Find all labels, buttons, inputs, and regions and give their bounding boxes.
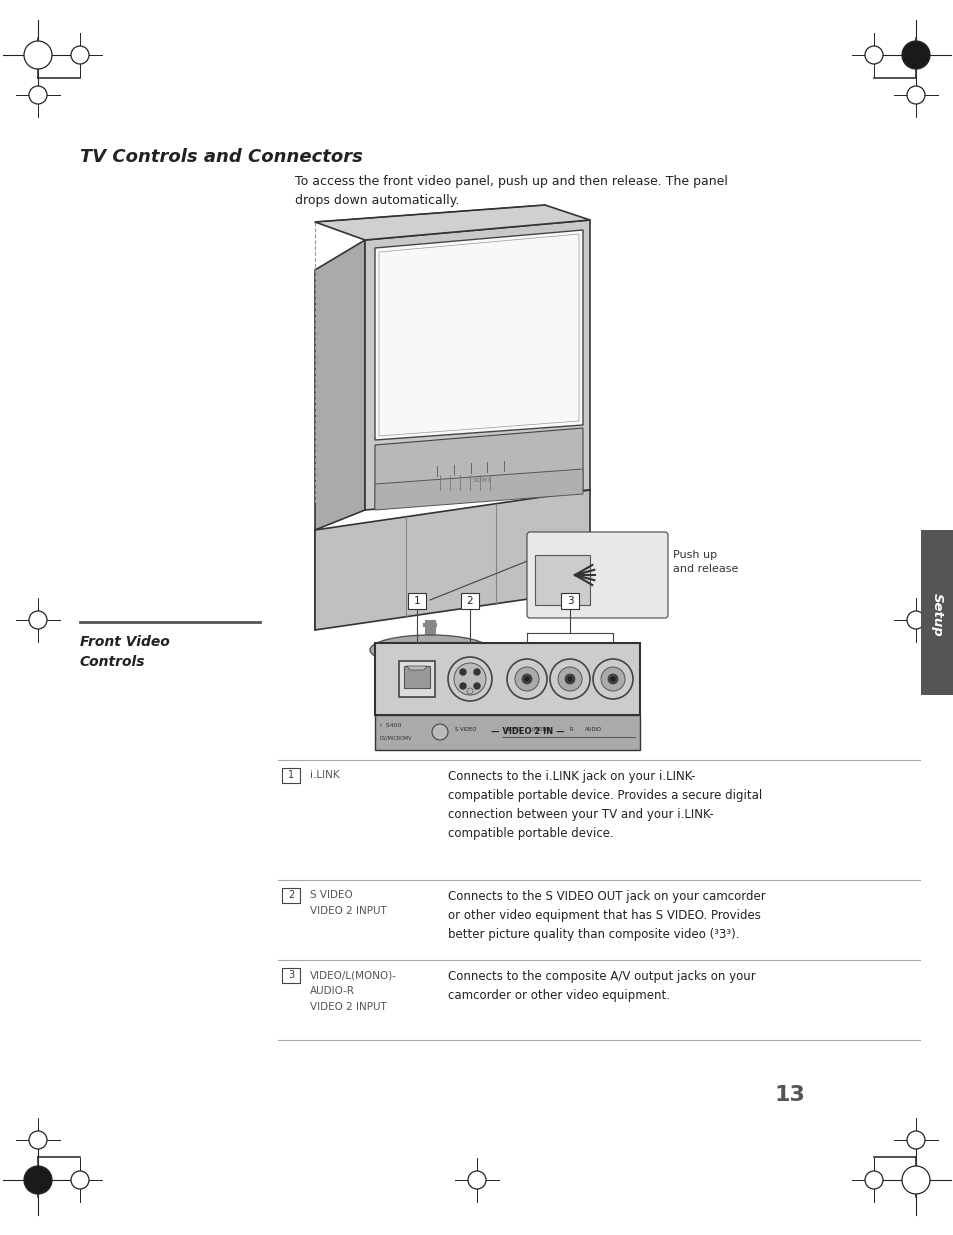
Polygon shape xyxy=(314,490,589,630)
Circle shape xyxy=(864,46,882,64)
Polygon shape xyxy=(378,233,578,436)
Text: 1: 1 xyxy=(288,771,294,781)
Bar xyxy=(282,888,299,903)
Circle shape xyxy=(600,667,624,692)
Text: TV Controls and Connectors: TV Controls and Connectors xyxy=(80,148,362,165)
Circle shape xyxy=(864,1171,882,1189)
Text: Connects to the i.LINK jack on your i.LINK-
compatible portable device. Provides: Connects to the i.LINK jack on your i.LI… xyxy=(448,769,761,840)
Circle shape xyxy=(550,659,589,699)
Circle shape xyxy=(901,41,929,69)
Text: Connects to the S VIDEO OUT jack on your camcorder
or other video equipment that: Connects to the S VIDEO OUT jack on your… xyxy=(448,890,765,941)
Circle shape xyxy=(610,677,615,680)
Circle shape xyxy=(593,659,633,699)
Polygon shape xyxy=(535,555,589,605)
Text: AUDIO-R: AUDIO-R xyxy=(310,986,355,995)
Circle shape xyxy=(901,1166,929,1194)
FancyBboxPatch shape xyxy=(526,532,667,618)
Text: VIDEO: VIDEO xyxy=(504,727,521,732)
Circle shape xyxy=(521,674,532,684)
Circle shape xyxy=(467,688,473,694)
Circle shape xyxy=(474,669,479,676)
Text: S VIDEO: S VIDEO xyxy=(310,890,353,900)
Text: Connects to the composite A/V output jacks on your
camcorder or other video equi: Connects to the composite A/V output jac… xyxy=(448,969,755,1002)
Ellipse shape xyxy=(370,635,490,664)
Polygon shape xyxy=(375,230,582,440)
Text: DV/MICROMV: DV/MICROMV xyxy=(379,735,412,740)
Bar xyxy=(920,530,953,695)
Polygon shape xyxy=(314,205,589,240)
Circle shape xyxy=(468,1171,485,1189)
Text: SONY: SONY xyxy=(473,478,493,483)
Text: i  S400: i S400 xyxy=(379,722,401,727)
Circle shape xyxy=(29,611,47,629)
Circle shape xyxy=(454,663,485,695)
Text: 2: 2 xyxy=(466,597,473,606)
Circle shape xyxy=(29,1131,47,1149)
Circle shape xyxy=(906,611,924,629)
Bar xyxy=(403,666,430,688)
Polygon shape xyxy=(375,429,582,508)
Circle shape xyxy=(459,683,465,689)
Bar xyxy=(282,968,299,983)
Circle shape xyxy=(515,667,538,692)
Bar xyxy=(460,593,478,609)
Bar xyxy=(375,715,639,750)
Text: To access the front video panel, push up and then release. The panel
drops down : To access the front video panel, push up… xyxy=(294,175,727,207)
Text: VIDEO/L(MONO)-: VIDEO/L(MONO)- xyxy=(310,969,396,981)
Circle shape xyxy=(432,724,448,740)
Text: Setup: Setup xyxy=(929,593,943,637)
Text: 3: 3 xyxy=(566,597,573,606)
Circle shape xyxy=(558,667,581,692)
Text: L(MONO): L(MONO) xyxy=(530,727,553,732)
Text: Front Video
Controls: Front Video Controls xyxy=(80,635,170,668)
Text: AUDIO: AUDIO xyxy=(584,727,601,732)
Circle shape xyxy=(506,659,546,699)
Text: i.LINK: i.LINK xyxy=(310,769,339,781)
Polygon shape xyxy=(314,240,365,530)
Text: VIDEO 2 INPUT: VIDEO 2 INPUT xyxy=(310,1002,386,1011)
Circle shape xyxy=(474,683,479,689)
Circle shape xyxy=(448,657,492,701)
Bar xyxy=(375,643,639,715)
Text: VIDEO 2 INPUT: VIDEO 2 INPUT xyxy=(310,906,386,916)
Polygon shape xyxy=(375,469,582,510)
Circle shape xyxy=(24,1166,52,1194)
Text: 13: 13 xyxy=(774,1086,804,1105)
Text: 1: 1 xyxy=(414,597,420,606)
Text: — VIDEO 2 IN —: — VIDEO 2 IN — xyxy=(490,727,563,736)
Circle shape xyxy=(71,46,89,64)
Bar xyxy=(560,593,578,609)
Circle shape xyxy=(29,86,47,104)
Polygon shape xyxy=(365,220,589,510)
Circle shape xyxy=(567,677,572,680)
Polygon shape xyxy=(407,666,427,671)
Circle shape xyxy=(459,669,465,676)
Text: Push up
and release: Push up and release xyxy=(672,550,738,574)
Text: R: R xyxy=(569,727,573,732)
Bar xyxy=(282,768,299,783)
Text: 2: 2 xyxy=(288,890,294,900)
Circle shape xyxy=(524,677,529,680)
Bar xyxy=(398,661,435,697)
Text: 3: 3 xyxy=(288,971,294,981)
Circle shape xyxy=(24,41,52,69)
Circle shape xyxy=(906,1131,924,1149)
Circle shape xyxy=(71,1171,89,1189)
Bar xyxy=(408,593,426,609)
Text: S VIDEO: S VIDEO xyxy=(455,727,476,732)
Circle shape xyxy=(607,674,618,684)
Circle shape xyxy=(906,86,924,104)
Circle shape xyxy=(564,674,575,684)
